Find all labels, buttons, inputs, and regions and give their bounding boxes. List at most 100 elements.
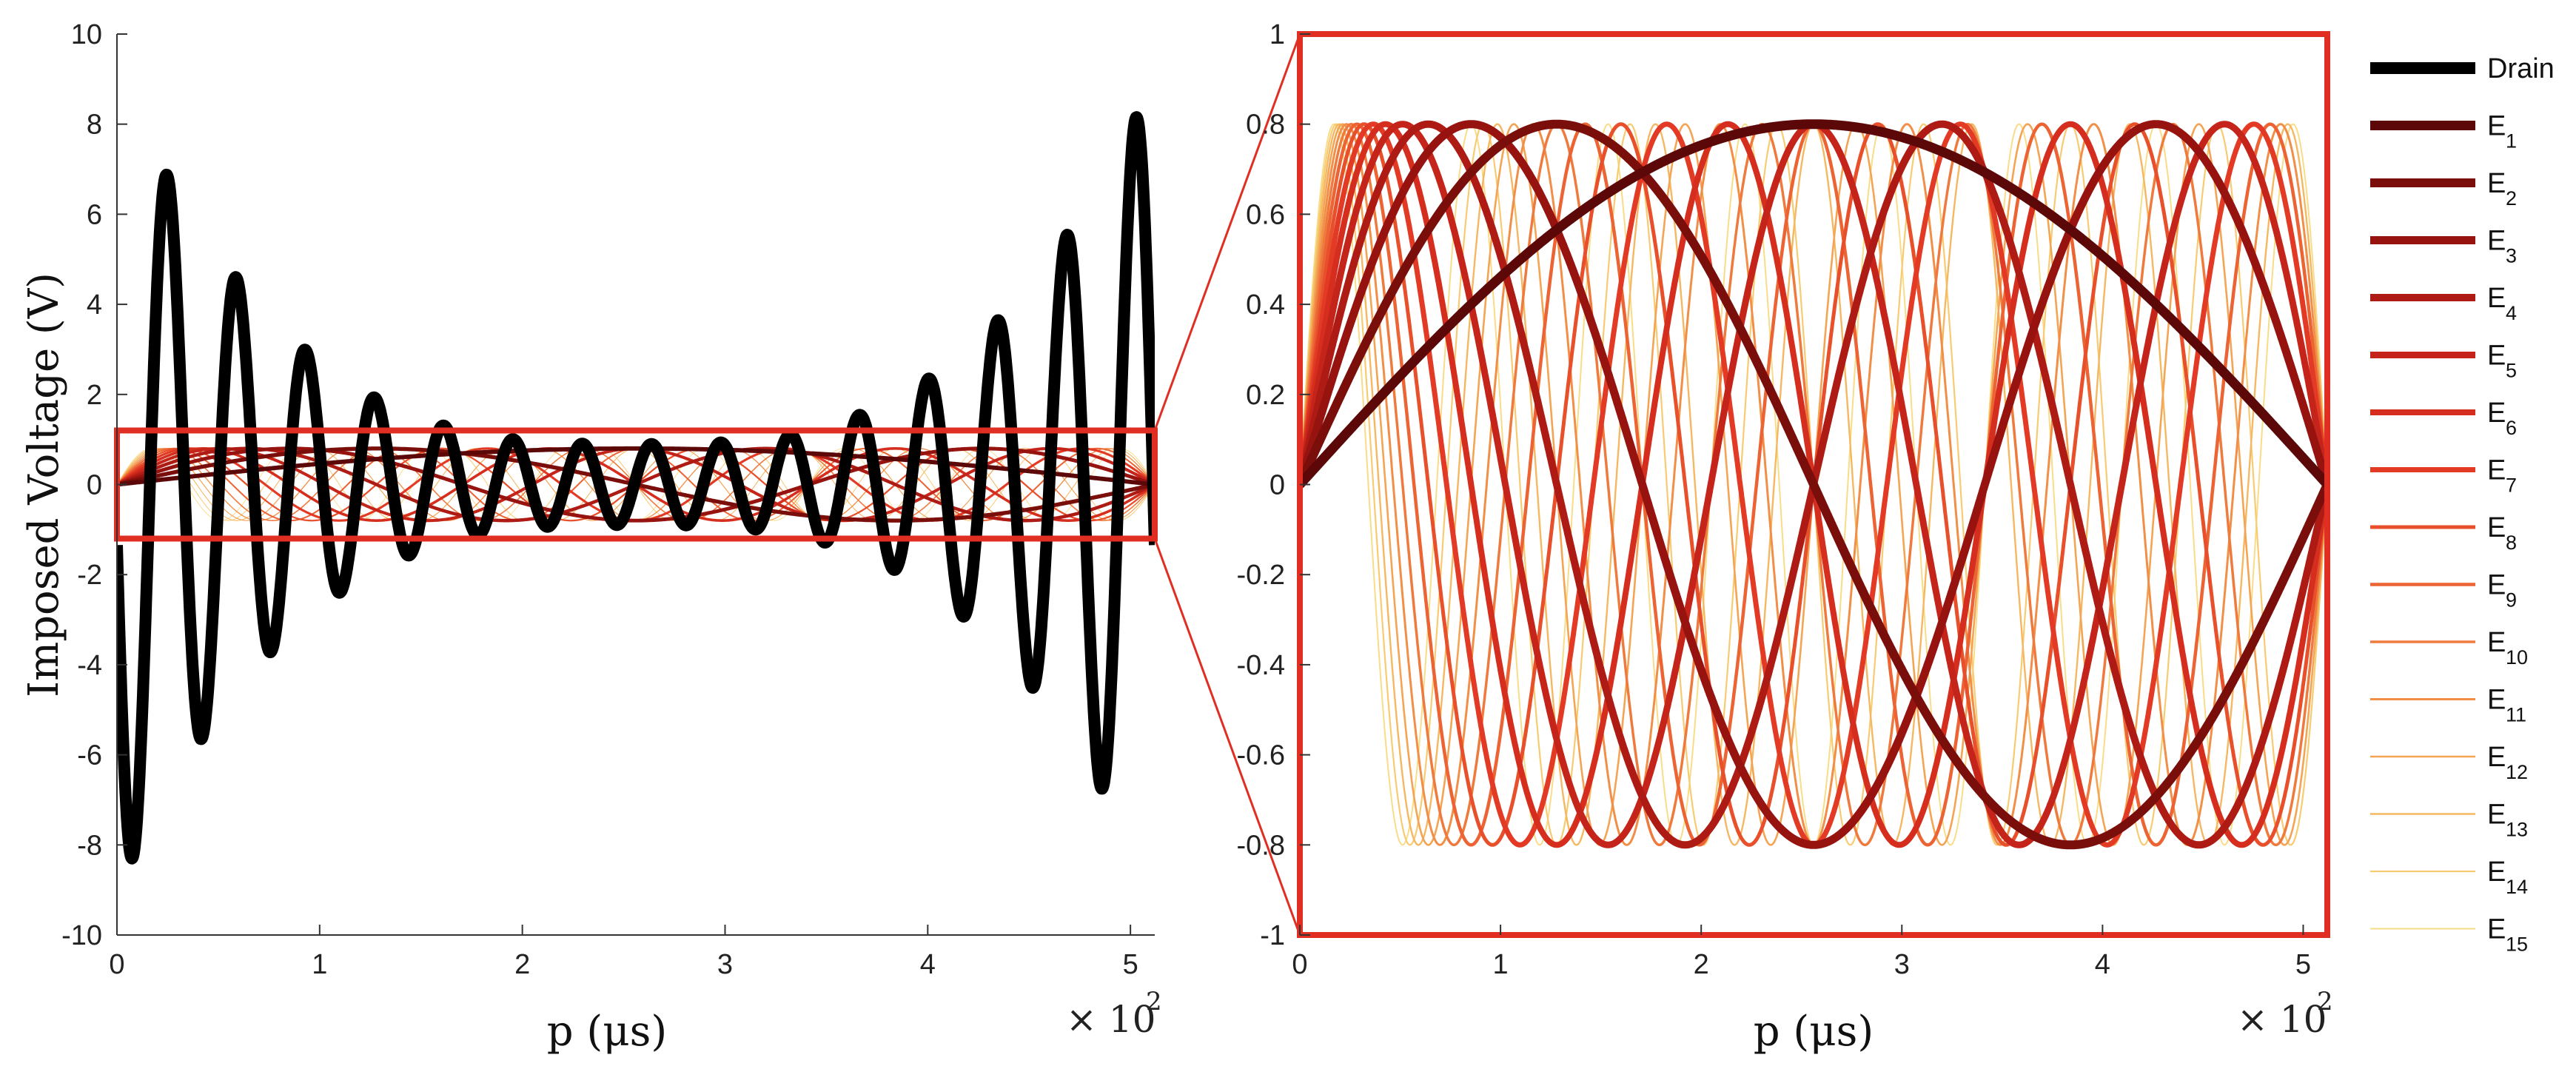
zoom-x-tick-label: 2 bbox=[1694, 949, 1709, 980]
legend-label: E bbox=[2487, 283, 2506, 314]
legend-label: E bbox=[2487, 570, 2506, 601]
legend-item-e12: E 12 bbox=[2370, 742, 2528, 783]
legend-label: E bbox=[2487, 914, 2506, 945]
full-x-tick-label: 1 bbox=[312, 949, 327, 980]
zoom-y-tick-label: 0 bbox=[1269, 470, 1285, 501]
legend-label-subscript: 6 bbox=[2506, 417, 2517, 439]
full-y-tick-label: -2 bbox=[77, 560, 102, 591]
full-y-tick-label: 4 bbox=[87, 289, 102, 321]
zoom-series-line-e1 bbox=[1300, 119, 2327, 489]
zoom-plot-axes: 0 1 2 3 4 5 -1 -0.8 -0.6 -0.4 -0.2 0 0.2 0.4 0.6 0.8 1 bbox=[1237, 19, 2330, 980]
zoom-y-tick-label: 0.2 bbox=[1246, 380, 1285, 411]
full-series-line-drain bbox=[117, 111, 1155, 865]
zoom-y-tick-label: -0.4 bbox=[1237, 650, 1285, 681]
full-y-tick-label: 2 bbox=[87, 380, 102, 411]
y-axis-label: Imposed Voltage (V) bbox=[20, 272, 68, 697]
x-multiplier: × 10 2 bbox=[1066, 987, 1162, 1041]
zoom-connector-bottom bbox=[1153, 538, 1301, 936]
zoom-x-tick-label: 3 bbox=[1894, 949, 1910, 980]
full-y-tick-label: 6 bbox=[87, 199, 102, 230]
legend-label-subscript: 5 bbox=[2506, 360, 2517, 382]
full-x-tick-label: 5 bbox=[1123, 949, 1138, 980]
legend-label: E bbox=[2487, 341, 2506, 372]
legend-label: E bbox=[2487, 800, 2506, 831]
legend-item-e14: E 14 bbox=[2370, 857, 2528, 898]
full-x-tick-label: 3 bbox=[717, 949, 733, 980]
zoom-series-line-e2 bbox=[1300, 119, 2327, 850]
full-y-tick-label: 8 bbox=[87, 110, 102, 141]
legend-label-subscript: 4 bbox=[2506, 302, 2517, 324]
full-x-tick-label: 4 bbox=[920, 949, 936, 980]
zoom-y-tick-label: 0.8 bbox=[1246, 110, 1285, 141]
legend-label: E bbox=[2487, 398, 2506, 429]
legend-item-e10: E 10 bbox=[2370, 627, 2528, 668]
full-y-tick-label: 10 bbox=[71, 19, 102, 50]
full-y-tick-label: -4 bbox=[77, 650, 102, 681]
zoom-x-tick-label: 4 bbox=[2095, 949, 2110, 980]
legend-item-e13: E 13 bbox=[2370, 800, 2528, 841]
zoom-x-multiplier-base: × 10 bbox=[2237, 998, 2327, 1041]
legend-label-subscript: 11 bbox=[2506, 704, 2526, 726]
zoom-y-tick-label: -0.8 bbox=[1237, 830, 1285, 861]
legend-label-subscript: 8 bbox=[2506, 532, 2517, 554]
zoom-y-tick-label: -1 bbox=[1260, 920, 1285, 951]
zoom-x-tick-label: 5 bbox=[2295, 949, 2311, 980]
zoom-y-tick-label: -0.2 bbox=[1237, 560, 1285, 591]
zoomed-plot: 0 1 2 3 4 5 -1 -0.8 -0.6 -0.4 -0.2 0 0.2 0.4 0.6 0.8 1 p… bbox=[1237, 19, 2333, 1056]
full-plot-axes: 0 1 2 3 4 5 -10 -8 -6 -4 -2 0 2 4 6 8 10 bbox=[61, 19, 1155, 980]
full-y-tick-label: -10 bbox=[61, 920, 102, 951]
legend-label: E bbox=[2487, 111, 2506, 142]
legend-item-e15: E 15 bbox=[2370, 914, 2528, 956]
zoom-x-tick-label: 0 bbox=[1292, 949, 1307, 980]
zoom-y-tick-label: 0.6 bbox=[1246, 199, 1285, 230]
legend-label: E bbox=[2487, 627, 2506, 658]
full-y-tick-label: -8 bbox=[77, 830, 102, 861]
legend-label-subscript: 13 bbox=[2506, 819, 2528, 841]
legend-label: Drain bbox=[2487, 53, 2555, 84]
zoom-y-tick-label: 1 bbox=[1269, 19, 1285, 50]
legend-label-subscript: 7 bbox=[2506, 475, 2517, 497]
legend-label-subscript: 1 bbox=[2506, 130, 2517, 153]
legend-label: E bbox=[2487, 455, 2506, 486]
legend-label-subscript: 3 bbox=[2506, 245, 2517, 267]
legend-label: E bbox=[2487, 685, 2506, 716]
legend-label-subscript: 14 bbox=[2506, 876, 2528, 898]
zoom-x-multiplier: × 10 2 bbox=[2237, 987, 2333, 1041]
full-x-tick-label: 2 bbox=[514, 949, 530, 980]
legend-label-subscript: 12 bbox=[2506, 761, 2528, 783]
full-x-tick-label: 0 bbox=[109, 949, 124, 980]
legend-item-e11: E 11 bbox=[2370, 685, 2526, 726]
legend-label-subscript: 10 bbox=[2506, 646, 2528, 668]
legend-label: E bbox=[2487, 742, 2506, 773]
full-range-plot: 0 1 2 3 4 5 -10 -8 -6 -4 -2 0 2 4 6 8 10 Imposed Voltage… bbox=[20, 19, 1162, 1056]
zoom-series-line-e3 bbox=[1300, 120, 2327, 849]
full-y-tick-label: 0 bbox=[87, 470, 102, 501]
legend-label: E bbox=[2487, 857, 2506, 888]
zoom-x-axis-label: p (μs) bbox=[1754, 1008, 1874, 1056]
legend-label: E bbox=[2487, 168, 2506, 199]
x-multiplier-exponent: 2 bbox=[1146, 987, 1162, 1016]
legend-label-subscript: 15 bbox=[2506, 934, 2528, 956]
x-axis-label: p (μs) bbox=[547, 1008, 667, 1056]
zoom-connector-lines bbox=[1153, 33, 1301, 936]
full-plot-series bbox=[117, 111, 1155, 865]
legend-item-drain: Drain bbox=[2370, 53, 2555, 84]
zoom-x-multiplier-exponent: 2 bbox=[2317, 987, 2333, 1016]
zoom-plot-series bbox=[1300, 119, 2327, 850]
zoom-y-tick-label: 0.4 bbox=[1246, 289, 1285, 321]
zoom-x-tick-label: 1 bbox=[1493, 949, 1509, 980]
x-multiplier-base: × 10 bbox=[1066, 998, 1155, 1041]
zoom-connector-top bbox=[1153, 33, 1301, 431]
zoom-y-tick-label: -0.6 bbox=[1237, 740, 1285, 771]
legend-label: E bbox=[2487, 512, 2506, 543]
